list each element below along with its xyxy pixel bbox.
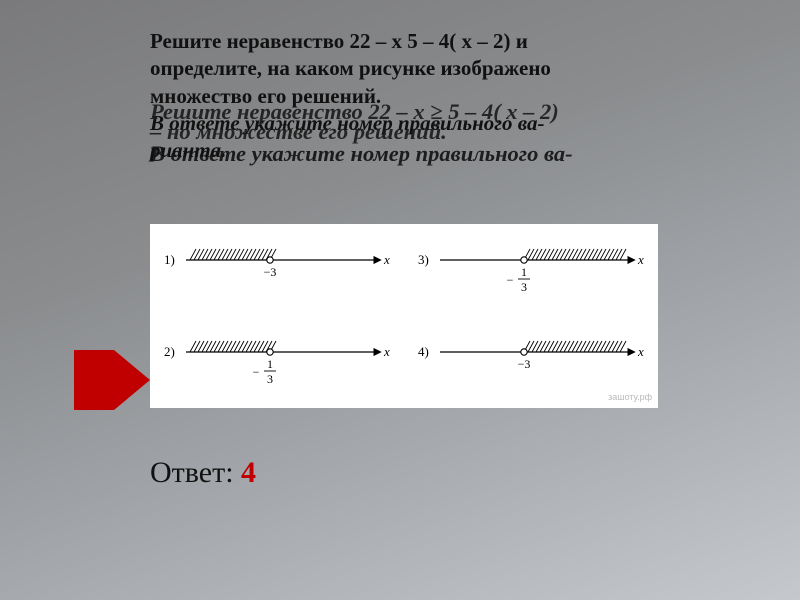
slide: Решите неравенство 22 – х 5 – 4( х – 2) … xyxy=(0,0,800,600)
svg-text:x: x xyxy=(383,344,390,359)
svg-text:3: 3 xyxy=(521,280,527,294)
answer-label: Ответ: xyxy=(150,456,241,489)
svg-text:1: 1 xyxy=(267,357,273,371)
svg-text:x: x xyxy=(637,252,644,267)
question-line: определите, на каком рисунке изображено xyxy=(150,56,551,80)
option-4: 4) x −3 xyxy=(418,341,644,371)
arrow-icon xyxy=(74,350,150,410)
answer-value: 4 xyxy=(241,456,256,489)
svg-text:−: − xyxy=(507,273,514,287)
option-label: 3) xyxy=(418,252,429,267)
option-2: 2) x −13 xyxy=(164,341,390,386)
svg-text:x: x xyxy=(637,344,644,359)
option-label: 1) xyxy=(164,252,175,267)
question-line: Решите неравенство 22 – х 5 – 4( х – 2) … xyxy=(150,29,528,53)
svg-text:−3: −3 xyxy=(264,265,277,279)
options-diagram: 1)x−32)x−133)x−134)x−3 зашоту.рф xyxy=(150,224,658,408)
svg-text:x: x xyxy=(383,252,390,267)
answer-line: Ответ: 4 xyxy=(150,456,256,490)
svg-text:3: 3 xyxy=(267,372,273,386)
options-svg: 1)x−32)x−133)x−134)x−3 xyxy=(150,224,658,408)
ghost-line: В ответе укажите номер правильного ва- xyxy=(150,142,573,167)
arrow-marker xyxy=(74,350,150,410)
option-label: 4) xyxy=(418,344,429,359)
option-label: 2) xyxy=(164,344,175,359)
option-1: 1) x −3 xyxy=(164,249,390,279)
option-3: 3) x −13 xyxy=(418,249,644,294)
svg-text:−: − xyxy=(253,365,260,379)
svg-text:−3: −3 xyxy=(518,357,531,371)
watermark: зашоту.рф xyxy=(608,392,652,402)
svg-text:1: 1 xyxy=(521,265,527,279)
